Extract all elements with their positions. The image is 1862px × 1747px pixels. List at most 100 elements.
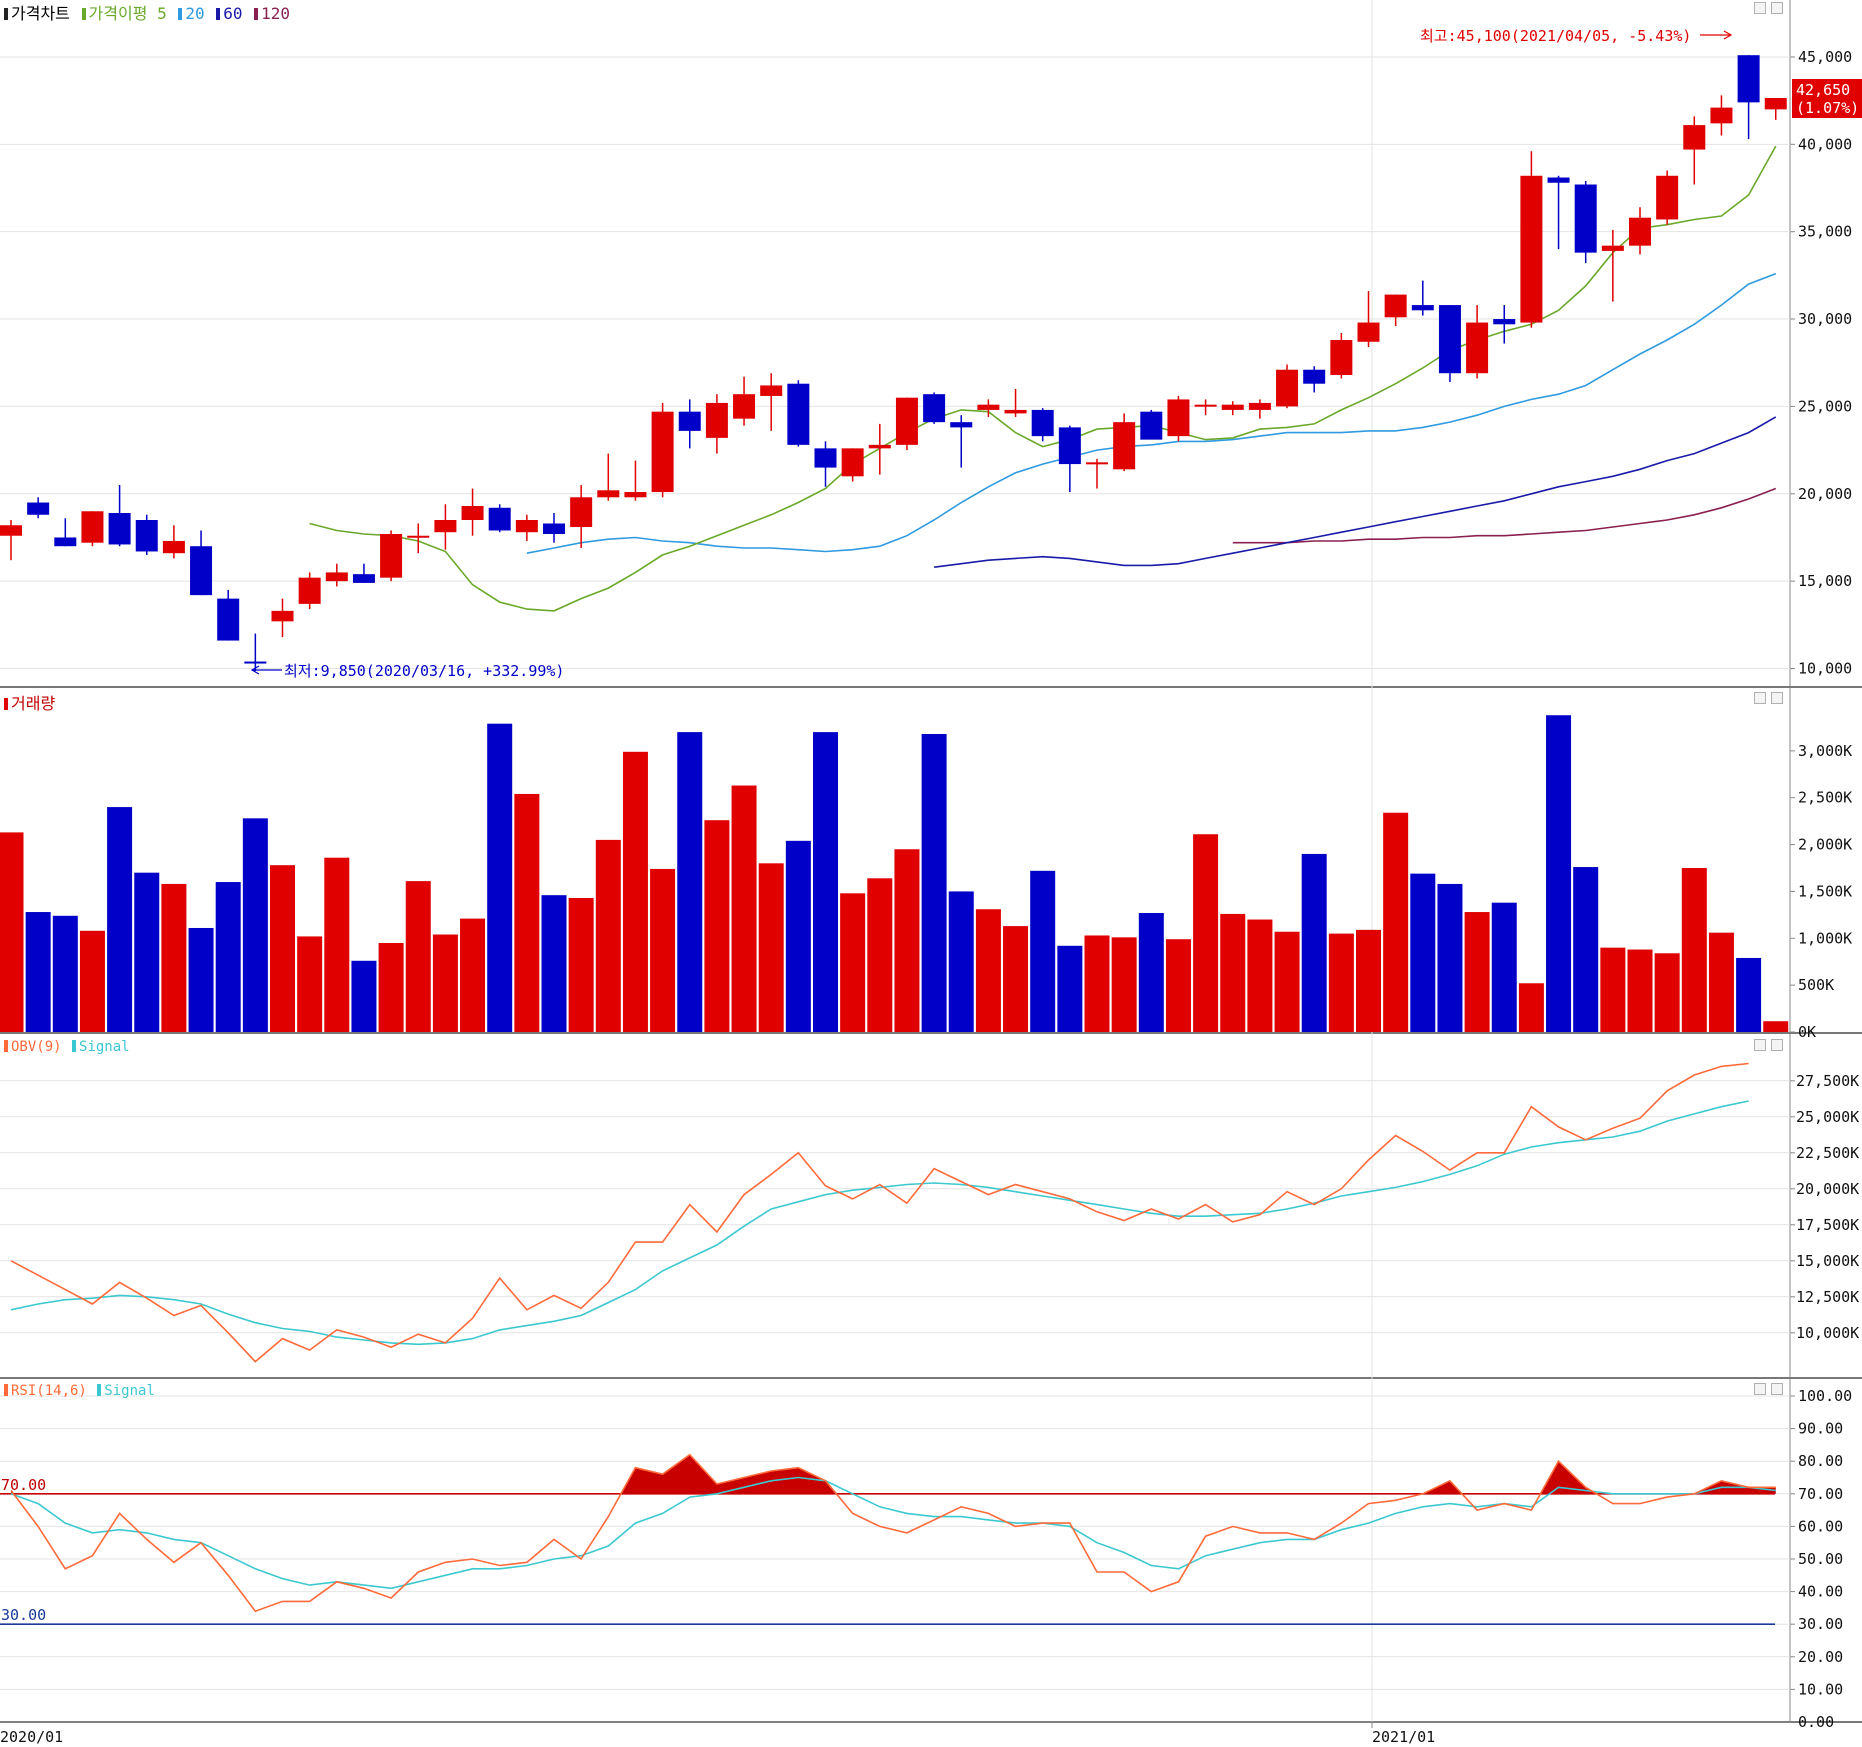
last-price-badge — [1792, 79, 1862, 119]
candle-body — [760, 385, 783, 396]
volume-bar — [487, 723, 513, 1032]
low-arrow-head — [250, 665, 260, 675]
last-price-label: 42,650 — [1796, 81, 1850, 99]
candle-body — [868, 444, 891, 449]
volume-bar — [215, 882, 241, 1032]
candle-body — [1574, 184, 1597, 253]
rsi-tick-label: 40.00 — [1798, 1583, 1843, 1601]
volume-bar — [1165, 939, 1191, 1032]
candle-body — [1248, 402, 1271, 410]
volume-bar — [1410, 873, 1436, 1032]
volume-bar — [568, 897, 594, 1032]
price-pane-minimize-button[interactable] — [1754, 2, 1766, 14]
candle-body — [27, 502, 50, 515]
volume-bar — [1356, 929, 1381, 1032]
candle-body — [298, 577, 321, 604]
candle-body — [461, 506, 484, 520]
candle-body — [1520, 175, 1543, 323]
candle-body — [1031, 409, 1054, 437]
candle-body — [733, 394, 756, 419]
ma120-line — [1232, 487, 1777, 544]
candle-body — [950, 422, 973, 428]
volume-bar — [867, 878, 893, 1032]
candle-body — [515, 520, 538, 533]
ma20-label: 20 — [185, 4, 205, 23]
volume-bar — [1328, 933, 1354, 1032]
candle-body — [108, 513, 131, 545]
price-tick-label: 30,000 — [1798, 310, 1852, 328]
time-label: 2021/01 — [1372, 1728, 1435, 1746]
rsi-pane-close-button[interactable] — [1771, 1383, 1783, 1395]
volume-bar — [758, 863, 784, 1032]
candle-body — [1221, 404, 1244, 410]
rsi-tick-label: 90.00 — [1798, 1420, 1843, 1438]
price-tick-label: 15,000 — [1798, 572, 1852, 590]
volume-bar — [650, 868, 676, 1032]
volume-pane-close-button[interactable] — [1771, 692, 1783, 704]
obv-line — [10, 1062, 1749, 1363]
obv-signal-line — [10, 1100, 1749, 1346]
volume-bar — [1084, 935, 1110, 1032]
volume-bar — [785, 840, 811, 1032]
volume-bar — [704, 820, 730, 1032]
rsi-tick-label: 80.00 — [1798, 1452, 1843, 1470]
rsi-pane-minimize-button[interactable] — [1754, 1383, 1766, 1395]
obv-pane-minimize-button[interactable] — [1754, 1039, 1766, 1051]
volume-pane-minimize-button[interactable] — [1754, 692, 1766, 704]
obv-tick-label: 20,000K — [1796, 1180, 1859, 1198]
volume-bar — [1464, 912, 1490, 1032]
volume-bar — [1003, 926, 1029, 1032]
ma5-label: 5 — [157, 4, 167, 23]
candle-body — [1004, 409, 1027, 414]
rsi-tick-label: 10.00 — [1798, 1680, 1843, 1698]
volume-bar — [1383, 812, 1409, 1032]
high-arrow-head — [1723, 30, 1733, 40]
volume-bar — [1654, 953, 1680, 1032]
ma20-line — [526, 272, 1777, 554]
volume-bar — [242, 818, 268, 1032]
volume-bar — [595, 839, 621, 1032]
volume-bar — [432, 934, 458, 1032]
price-pane-close-button[interactable] — [1771, 2, 1783, 14]
volume-bar — [622, 751, 648, 1032]
volume-tick-label: 3,000K — [1798, 742, 1852, 760]
candle-body — [814, 448, 837, 468]
volume-bar — [1193, 834, 1219, 1032]
volume-bar — [107, 807, 133, 1032]
obv-pane-close-button[interactable] — [1771, 1039, 1783, 1051]
candle-body — [271, 610, 294, 622]
price-tick-label: 10,000 — [1798, 660, 1852, 678]
volume-bar — [1220, 913, 1246, 1032]
volume-bar — [1736, 957, 1762, 1032]
candle-body — [705, 402, 728, 438]
volume-bar — [1030, 870, 1056, 1032]
candle-body — [678, 411, 701, 431]
volume-bar — [514, 793, 540, 1032]
volume-bar — [1437, 883, 1463, 1032]
rsi-tick-label: 70.00 — [1798, 1485, 1843, 1503]
volume-bar — [1681, 868, 1707, 1032]
candle-body — [217, 598, 240, 641]
candle-body — [135, 520, 158, 552]
candle-body — [1140, 411, 1163, 440]
volume-bar — [52, 915, 78, 1032]
volume-tick-label: 1,500K — [1798, 882, 1852, 900]
volume-bar — [1247, 919, 1273, 1032]
candle-body — [1330, 340, 1353, 375]
volume-bar — [1111, 937, 1137, 1032]
volume-bar — [1274, 931, 1300, 1032]
candle-body — [1629, 217, 1651, 246]
volume-bar — [731, 785, 757, 1032]
obv-tick-label: 25,000K — [1796, 1108, 1859, 1126]
ma60-label: 60 — [223, 4, 243, 23]
volume-bar — [0, 832, 24, 1032]
price-title: 가격차트 — [11, 4, 70, 23]
rsi-signal-title: Signal — [104, 1383, 155, 1399]
volume-bar — [1138, 912, 1164, 1032]
volume-bar — [378, 942, 404, 1032]
volume-bar — [188, 927, 214, 1032]
rsi-tick-label: 30.00 — [1798, 1615, 1843, 1633]
volume-bar — [1763, 1021, 1789, 1032]
